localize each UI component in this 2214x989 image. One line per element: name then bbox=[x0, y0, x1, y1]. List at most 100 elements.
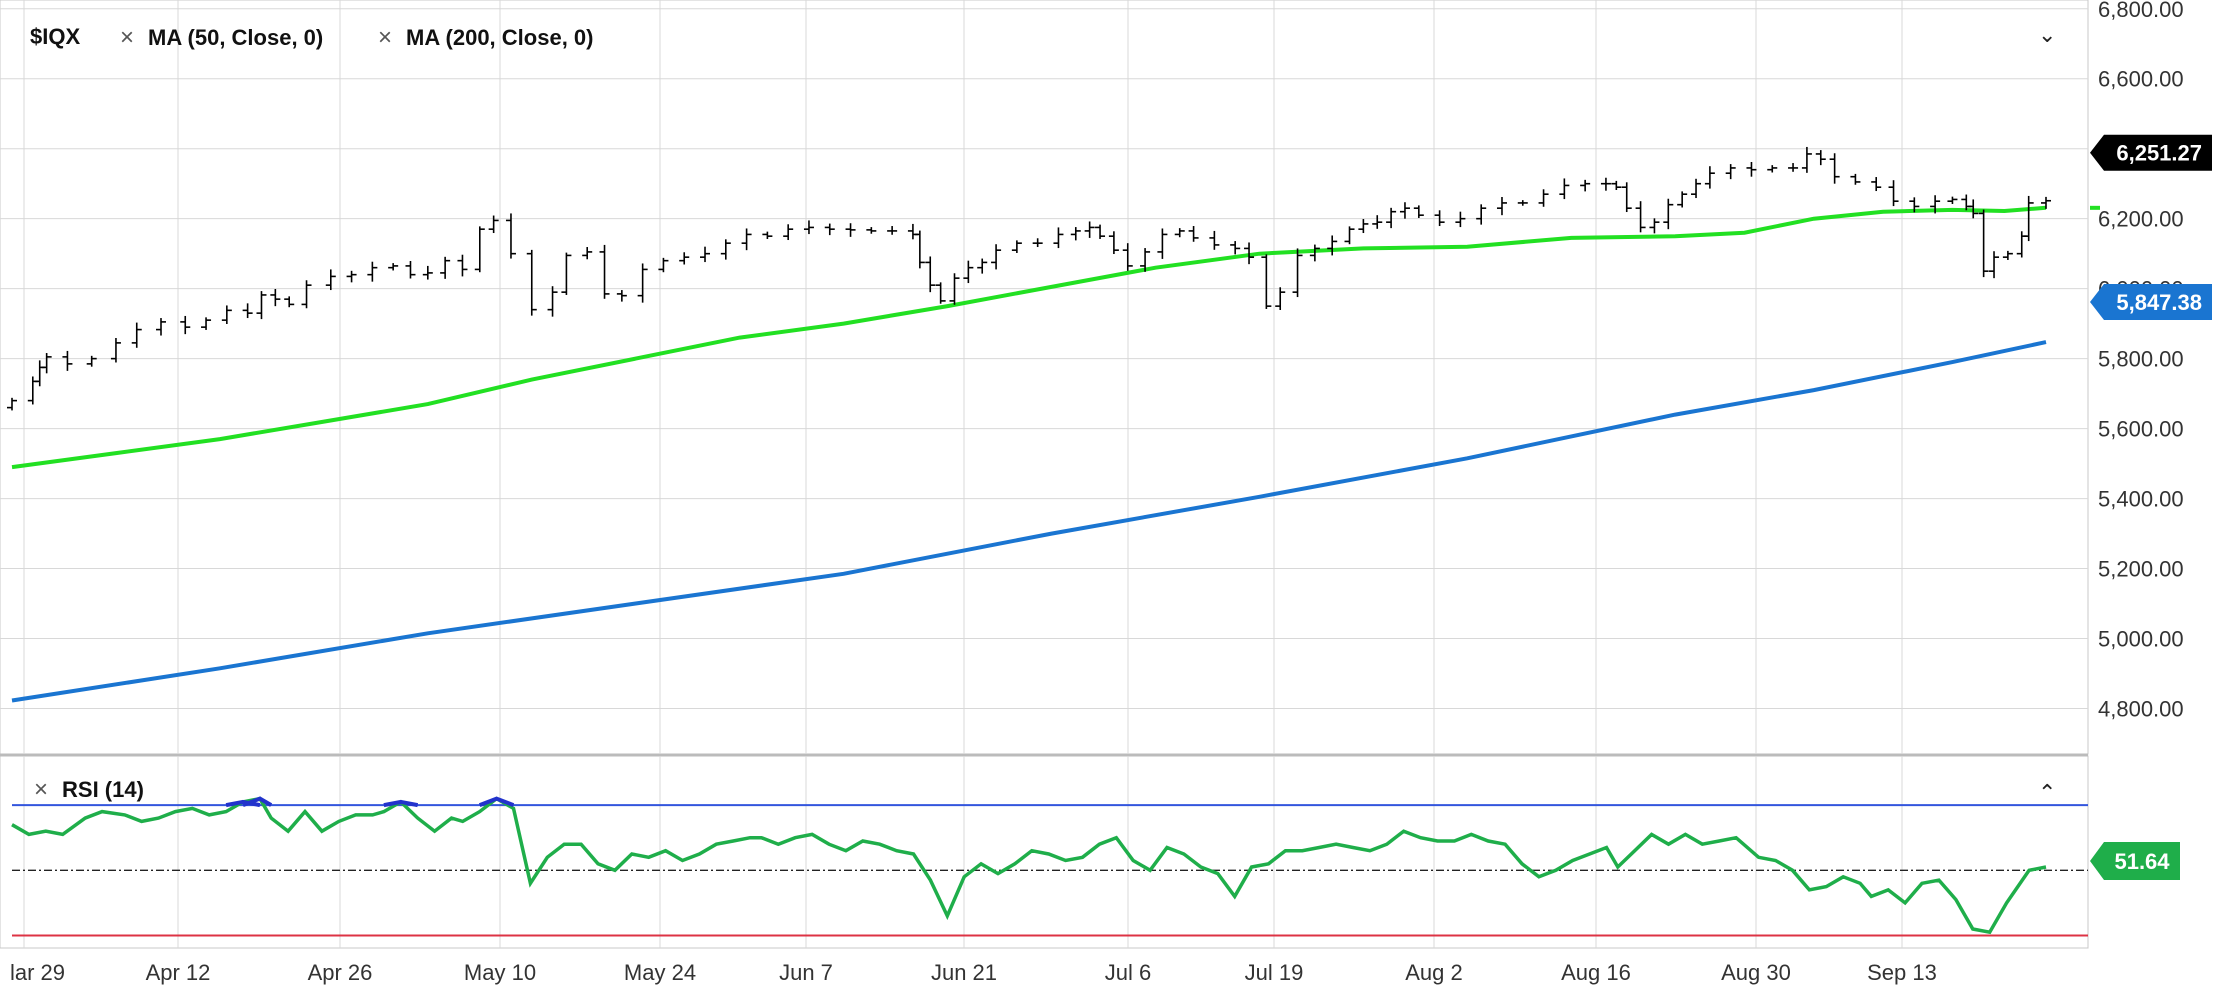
ohlc-bar bbox=[505, 213, 516, 259]
ohlc-bar bbox=[1244, 242, 1255, 265]
ohlc-bar bbox=[301, 280, 312, 309]
ohlc-bar bbox=[1611, 180, 1622, 190]
ohlc-bar bbox=[1649, 218, 1660, 234]
ohlc-bar bbox=[1930, 195, 1941, 214]
rsi-overbought-segment bbox=[242, 796, 273, 807]
ohlc-bar bbox=[1767, 165, 1778, 173]
x-tick-label: Sep 13 bbox=[1867, 960, 1937, 985]
legend-rsi: × RSI (14) bbox=[34, 776, 144, 804]
ohlc-bar bbox=[741, 228, 752, 251]
ohlc-bar bbox=[388, 263, 399, 271]
ohlc-bar bbox=[1538, 189, 1549, 207]
ohlc-bar bbox=[440, 256, 451, 279]
ohlc-bar bbox=[824, 223, 835, 236]
ma50-line bbox=[11, 205, 2047, 470]
ohlc-bar bbox=[1261, 254, 1272, 309]
ohlc-bar bbox=[1455, 211, 1466, 228]
rsi-overbought-segment bbox=[478, 796, 515, 807]
ohlc-bar bbox=[1788, 163, 1799, 172]
legend-ma50: × MA (50, Close, 0) bbox=[120, 24, 323, 52]
ohlc-bar bbox=[2023, 195, 2034, 242]
ohlc-bar bbox=[1122, 243, 1133, 271]
ohlc-bar bbox=[1309, 244, 1320, 262]
ohlc-bar bbox=[62, 350, 73, 371]
ohlc-bar bbox=[526, 249, 537, 316]
x-tick-label: Jun 21 bbox=[931, 960, 997, 985]
remove-ma200-x-icon[interactable]: × bbox=[378, 24, 393, 51]
ohlc-bar bbox=[1476, 204, 1487, 225]
ohlc-bar bbox=[1725, 164, 1736, 180]
ohlc-bar bbox=[616, 290, 627, 302]
ohlc-bar bbox=[658, 257, 669, 273]
ohlc-bar bbox=[1399, 202, 1410, 219]
rsi-line bbox=[11, 796, 2047, 935]
ohlc-bar bbox=[256, 291, 267, 320]
ohlc-bar bbox=[1413, 205, 1424, 218]
ohlc-bar bbox=[1871, 177, 1882, 192]
ma200-line bbox=[11, 340, 2047, 703]
ohlc-bar bbox=[1580, 179, 1591, 192]
y-tick-label: 6,200.00 bbox=[2098, 207, 2184, 232]
ohlc-bar bbox=[1434, 210, 1445, 227]
rsi-overbought-segment bbox=[225, 799, 261, 808]
ohlc-bar bbox=[1909, 197, 1920, 213]
ohlc-bar bbox=[762, 231, 773, 239]
ohlc-bar bbox=[1496, 196, 1507, 216]
ohlc-bar bbox=[1292, 248, 1303, 298]
ohlc-bar bbox=[270, 289, 281, 307]
x-tick-label: May 10 bbox=[464, 960, 536, 985]
x-tick-label: Aug 2 bbox=[1405, 960, 1463, 985]
ohlc-bar bbox=[845, 223, 856, 237]
ohlc-bar bbox=[41, 353, 52, 374]
ohlc-bar bbox=[977, 258, 988, 274]
last-price-badge-text: 6,251.27 bbox=[2116, 141, 2202, 166]
last-price-badge bbox=[2090, 134, 2212, 171]
ohlc-bar bbox=[700, 246, 711, 263]
ohlc-bar bbox=[599, 244, 610, 299]
ohlc-bar bbox=[325, 269, 336, 291]
y-tick-label: 5,800.00 bbox=[2098, 347, 2184, 372]
ohlc-bar bbox=[1108, 231, 1119, 255]
ma50-label: MA (50, Close, 0) bbox=[148, 25, 324, 50]
ohlc-bar bbox=[201, 317, 212, 330]
symbol-label[interactable]: $IQX bbox=[30, 24, 80, 50]
ohlc-bar bbox=[1746, 161, 1757, 177]
ohlc-bar bbox=[1095, 224, 1106, 239]
ohlc-bar bbox=[1663, 198, 1674, 230]
ohlc-bar bbox=[2041, 196, 2051, 209]
ohlc-bar bbox=[1621, 182, 1632, 213]
x-tick-label: May 24 bbox=[624, 960, 696, 985]
ohlc-bar bbox=[1188, 226, 1199, 242]
ohlc-bar bbox=[914, 230, 925, 269]
ohlc-bar bbox=[720, 239, 731, 260]
ohlc-bar bbox=[1968, 199, 1979, 219]
ohlc-bar bbox=[131, 322, 142, 348]
price-legend: $IQX × MA (50, Close, 0) MA (200, Close,… bbox=[0, 0, 2080, 80]
x-tick-label: Aug 16 bbox=[1561, 960, 1631, 985]
ohlc-bar bbox=[935, 282, 946, 304]
ohlc-bar bbox=[991, 244, 1002, 270]
ohlc-bar bbox=[1677, 191, 1688, 208]
ohlc-bar bbox=[1989, 251, 2000, 279]
ohlc-bar bbox=[1358, 219, 1369, 234]
ohlc-bar bbox=[1344, 226, 1355, 245]
ohlc-bar bbox=[1140, 248, 1151, 272]
ohlc-bar bbox=[1386, 207, 1397, 229]
ohlc-bar bbox=[1815, 150, 1826, 166]
ohlc-bar bbox=[1888, 180, 1899, 207]
ohlc-bar bbox=[949, 273, 960, 305]
ohlc-bar bbox=[803, 220, 814, 235]
rsi-label: RSI (14) bbox=[62, 777, 144, 802]
remove-rsi-icon[interactable]: × bbox=[34, 776, 49, 803]
ohlc-bar bbox=[155, 318, 166, 336]
remove-ma50-icon[interactable]: × bbox=[120, 24, 135, 51]
ohlc-bar bbox=[1070, 227, 1081, 241]
ohlc-bar bbox=[1704, 166, 1715, 189]
ohlc-bar bbox=[1600, 177, 1611, 191]
ohlc-bar bbox=[2002, 250, 2013, 260]
ohlc-bar bbox=[1372, 215, 1383, 229]
x-tick-label: Apr 12 bbox=[146, 960, 211, 985]
ohlc-bar bbox=[86, 355, 97, 367]
